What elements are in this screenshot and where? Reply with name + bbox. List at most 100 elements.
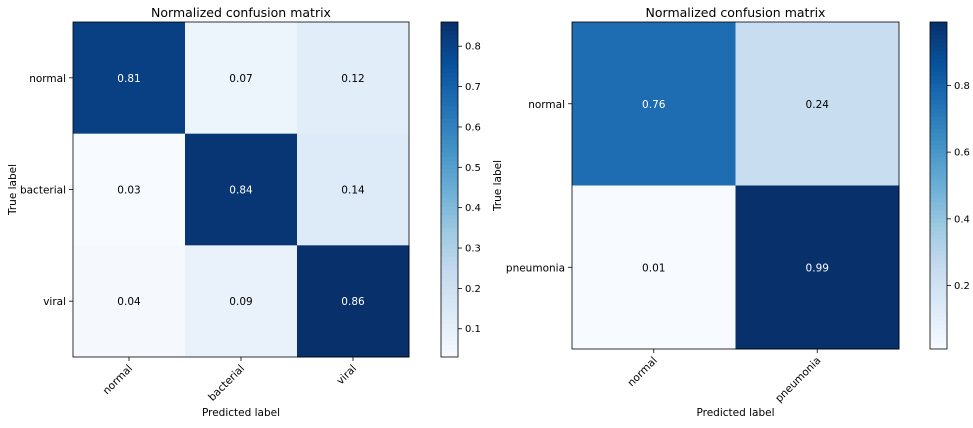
cell-value-label: 0.24: [806, 99, 830, 111]
heatmap-cell: [185, 133, 298, 246]
cell-value-label: 0.09: [229, 296, 252, 308]
colorbar-segment: [930, 30, 947, 35]
colorbar-segment: [930, 75, 947, 80]
colorbar-segment: [441, 294, 458, 299]
colorbar-segment: [930, 189, 947, 195]
heatmap-cell: [73, 133, 186, 246]
colorbar-segment: [441, 248, 458, 253]
colorbar-segment: [441, 109, 458, 115]
colorbar-tick-label: 0.7: [465, 82, 481, 93]
colorbar-tick-label: 0.6: [954, 148, 970, 159]
y-tick-label: normal: [528, 99, 565, 111]
colorbar-segment: [441, 72, 458, 78]
colorbar-segment: [930, 295, 947, 301]
colorbar-tick-label: 0.2: [954, 281, 970, 292]
colorbar-segment: [441, 302, 458, 308]
confusion-matrix-chart-2: Normalized confusion matrix 0.76 0.24 0.01 0…: [492, 5, 970, 419]
colorbar-segment: [441, 59, 458, 65]
colorbar-segment: [441, 239, 458, 245]
colorbar-segment: [441, 323, 458, 329]
colorbar-segment: [930, 140, 947, 146]
colorbar-segment: [441, 327, 458, 333]
colorbar-segment: [441, 214, 458, 220]
colorbar-segment: [930, 275, 947, 281]
colorbar-segment: [441, 197, 458, 203]
y-tick-label: normal: [29, 73, 66, 85]
colorbar: 0.2 0.4 0.6 0.8: [929, 21, 970, 350]
colorbar-segment: [930, 34, 947, 39]
cell-value-label: 0.12: [341, 73, 364, 85]
colorbar-segment: [441, 143, 458, 149]
colorbar-segment: [930, 152, 947, 158]
colorbar-segment: [930, 42, 947, 48]
colorbar-segment: [441, 344, 458, 350]
colorbar-segment: [441, 256, 458, 262]
colorbar-segment: [930, 116, 947, 121]
colorbar-segment: [930, 259, 947, 264]
colorbar-segment: [441, 277, 458, 283]
cell-value-label: 0.14: [341, 185, 365, 197]
colorbar-segment: [441, 151, 458, 157]
colorbar-segment: [441, 135, 458, 140]
colorbar-segment: [930, 328, 947, 334]
cell-value-label: 0.04: [117, 296, 141, 308]
colorbar-segment: [441, 30, 458, 36]
colorbar-segment: [441, 80, 458, 86]
colorbar-segment: [441, 101, 458, 107]
colorbar-segment: [930, 250, 947, 256]
colorbar-segment: [441, 227, 458, 232]
colorbar-segment: [441, 202, 458, 207]
x-axis-label: Predicted label: [202, 407, 280, 419]
colorbar-segment: [930, 254, 947, 260]
colorbar-segment: [441, 319, 458, 325]
colorbar-segment: [930, 201, 947, 207]
colorbar-segment: [441, 176, 458, 182]
heatmap-cell: [297, 22, 410, 135]
colorbar-segment: [441, 34, 458, 40]
colorbar-segment: [930, 91, 947, 97]
x-tick-label: pneumonia: [773, 355, 823, 405]
colorbar-segment: [930, 291, 947, 297]
colorbar-segment: [441, 122, 458, 128]
x-tick-label: normal: [625, 355, 660, 390]
colorbar-segment: [441, 51, 458, 57]
colorbar-segment: [441, 231, 458, 237]
colorbar-segment: [441, 348, 458, 354]
colorbar-segment: [930, 271, 947, 277]
colorbar-segment: [930, 214, 947, 219]
x-tick-label: normal: [101, 363, 136, 398]
colorbar-segment: [441, 84, 458, 90]
colorbar-segment: [441, 298, 458, 304]
colorbar-segment: [930, 324, 947, 330]
colorbar-segment: [441, 235, 458, 241]
colorbar-segment: [930, 99, 947, 105]
colorbar-tick-label: 0.5: [465, 163, 481, 174]
colorbar-segment: [930, 332, 947, 338]
heatmap-cell: [572, 185, 736, 350]
colorbar-segment: [930, 299, 947, 305]
colorbar-segment: [441, 352, 458, 358]
colorbar-segment: [930, 283, 947, 289]
colorbar-segment: [930, 218, 947, 223]
colorbar-segment: [930, 263, 947, 268]
y-tick-label: viral: [43, 296, 66, 308]
colorbar-segment: [441, 290, 458, 295]
heatmap-cell: [735, 185, 900, 350]
colorbar-segment: [441, 331, 458, 337]
plot-frame: [571, 21, 900, 350]
colorbar-segment: [441, 172, 458, 178]
colorbar-segment: [930, 132, 947, 138]
colorbar-segment: [441, 42, 458, 48]
colorbar-segment: [441, 76, 458, 82]
colorbar-segment: [441, 68, 458, 73]
colorbar-segment: [930, 210, 947, 215]
colorbar-segment: [441, 218, 458, 224]
colorbar-segment: [930, 46, 947, 52]
colorbar-segment: [930, 181, 947, 187]
colorbar-segment: [441, 114, 458, 119]
x-tick-label: viral: [335, 363, 360, 388]
y-tick-label: pneumonia: [506, 262, 565, 274]
colorbar-segment: [441, 340, 458, 346]
cell-value-label: 0.76: [642, 99, 666, 111]
